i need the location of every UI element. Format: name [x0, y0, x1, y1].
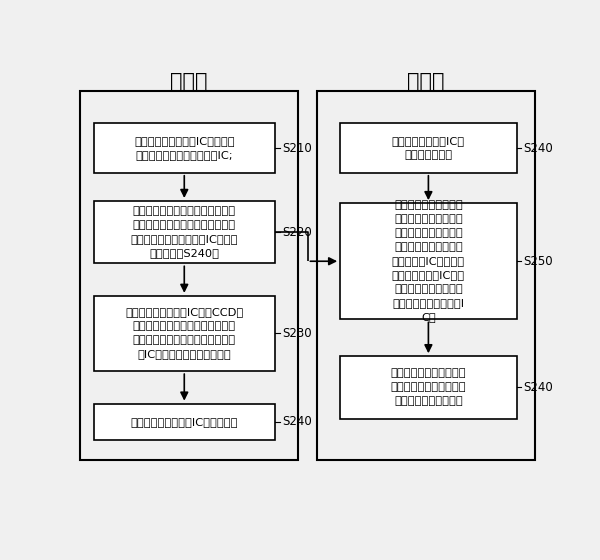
Text: 启动烧录器对待烧录IC进行烧录。: 启动烧录器对待烧录IC进行烧录。	[131, 417, 238, 427]
Text: S240: S240	[524, 142, 553, 155]
Text: 判断所述已烧录料区取料
点是否为空，若为空，则
控制放取料操作结束。: 判断所述已烧录料区取料 点是否为空，若为空，则 控制放取料操作结束。	[391, 368, 466, 407]
Text: 检测用于存放待烧录IC的放料点
待烧录料区是否放满未烧录IC;: 检测用于存放待烧录IC的放料点 待烧录料区是否放满未烧录IC;	[134, 136, 235, 160]
Text: S240: S240	[282, 416, 311, 428]
FancyBboxPatch shape	[94, 296, 275, 371]
Text: S250: S250	[524, 255, 553, 268]
Text: 放料部: 放料部	[170, 72, 208, 92]
Text: 若已放满，则控制所述取放料部根
据预设的取放料点坐标至所述待烧
录料区放料点吸取待烧录IC；否则
，执行步骤S240；: 若已放满，则控制所述取放料部根 据预设的取放料点坐标至所述待烧 录料区放料点吸取…	[131, 206, 238, 258]
FancyBboxPatch shape	[340, 123, 517, 173]
FancyBboxPatch shape	[340, 356, 517, 419]
Text: 取料部: 取料部	[407, 72, 445, 92]
Text: S210: S210	[282, 142, 311, 155]
Text: S220: S220	[282, 226, 311, 239]
FancyBboxPatch shape	[94, 123, 275, 173]
Text: S230: S230	[282, 327, 311, 340]
Text: 对所述吸取的待烧录IC进行CCD比
对，若比对结果符合处于一预先设
置的阈值范围之内，则将所述待烧
录IC放入烧录器指定位置中；: 对所述吸取的待烧录IC进行CCD比 对，若比对结果符合处于一预先设 置的阈值范围…	[125, 307, 244, 360]
Text: 检测已执行烧录的IC是
否已烧录成功；: 检测已执行烧录的IC是 否已烧录成功；	[392, 136, 465, 160]
FancyBboxPatch shape	[94, 404, 275, 440]
Text: S240: S240	[524, 381, 553, 394]
Text: 若已烧录成功，则控制
所述放取料部根据预设
的放取料点坐标至所述
已烧录料区烧录器吸取
已烧录好的IC，之后将
所述已烧录好的IC放置
放取料点，所述放取料
点: 若已烧录成功，则控制 所述放取料部根据预设 的放取料点坐标至所述 已烧录料区烧录…	[392, 200, 465, 322]
FancyBboxPatch shape	[94, 201, 275, 263]
FancyBboxPatch shape	[340, 203, 517, 319]
